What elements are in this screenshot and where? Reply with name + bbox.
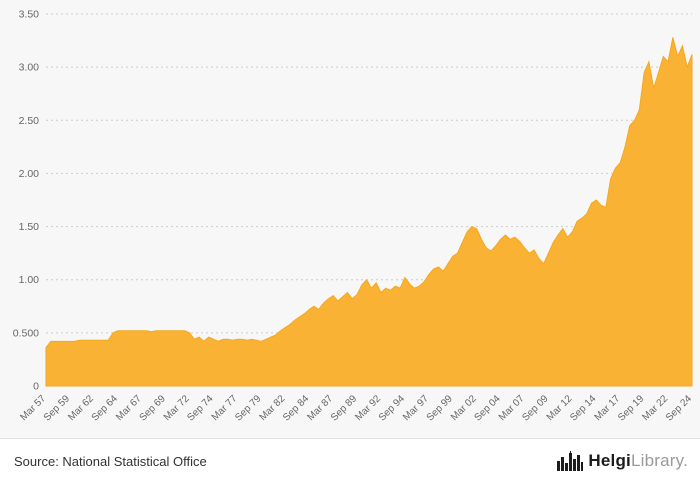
svg-text:3.50: 3.50 bbox=[19, 9, 40, 21]
svg-text:2.00: 2.00 bbox=[19, 168, 40, 180]
svg-text:3.00: 3.00 bbox=[19, 62, 40, 74]
logo-text-library: Library. bbox=[630, 451, 688, 470]
svg-text:0: 0 bbox=[33, 381, 39, 393]
svg-text:1.00: 1.00 bbox=[19, 274, 40, 286]
chart-footer: Source: National Statistical Office Helg… bbox=[0, 438, 700, 483]
logo-text: HelgiLibrary. bbox=[588, 451, 688, 471]
bar-chart-logo-icon bbox=[557, 451, 584, 471]
logo-text-helgi: Helgi bbox=[588, 451, 631, 470]
svg-text:0.500: 0.500 bbox=[13, 327, 39, 339]
source-text: Source: National Statistical Office bbox=[14, 453, 207, 469]
svg-text:2.50: 2.50 bbox=[19, 115, 40, 127]
area-chart[interactable]: 0 0.500 1.00 1.50 2.00 2.50 3.00 3.50 Mar 57 Sep … bbox=[0, 0, 700, 438]
helgi-library-logo[interactable]: HelgiLibrary. bbox=[557, 451, 688, 471]
svg-text:1.50: 1.50 bbox=[19, 221, 40, 233]
